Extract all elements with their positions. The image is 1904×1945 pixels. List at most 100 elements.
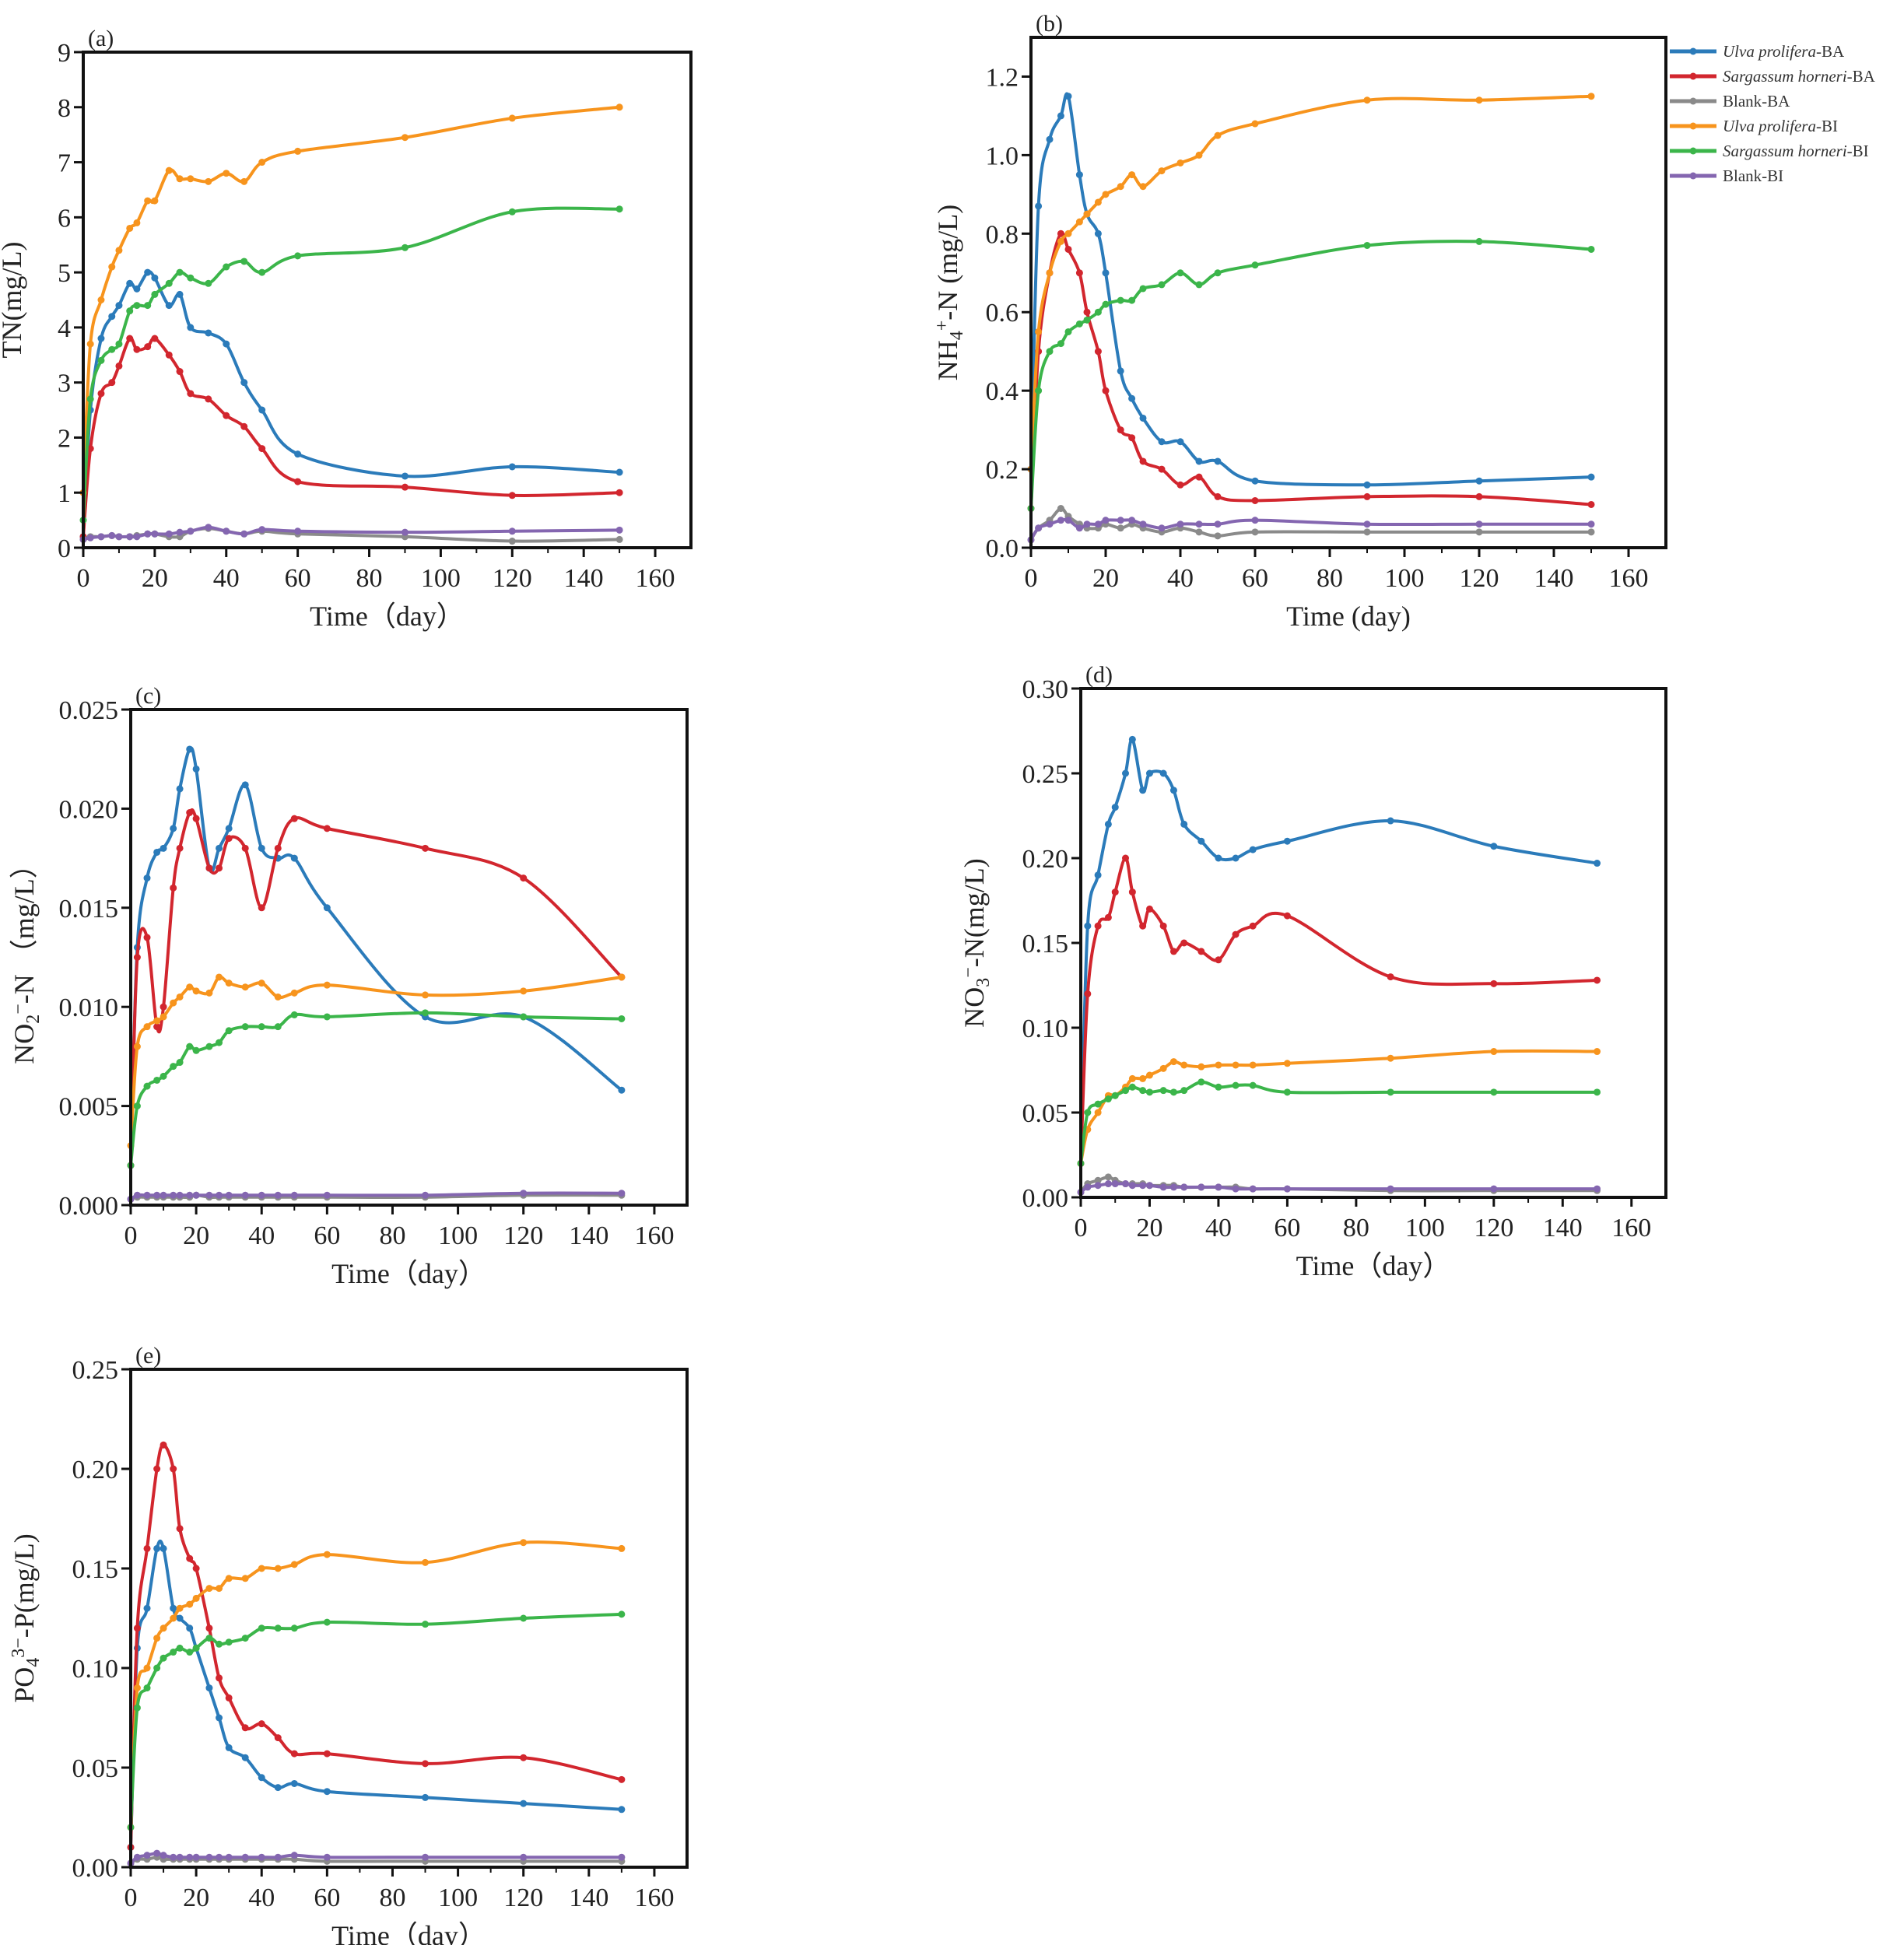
x-tick-label: 20 — [1092, 564, 1119, 593]
data-point — [258, 1774, 265, 1782]
data-point — [1104, 1173, 1112, 1181]
data-point — [1145, 1088, 1153, 1096]
data-point — [290, 1011, 298, 1018]
legend-label: Ulva prolifera-BI — [1723, 117, 1838, 135]
data-point — [143, 1604, 151, 1612]
data-point — [1057, 112, 1064, 120]
data-point — [290, 1191, 298, 1199]
data-point — [1064, 230, 1072, 237]
data-point — [1159, 1087, 1167, 1095]
data-point — [115, 340, 123, 348]
data-point — [216, 1039, 223, 1046]
data-point — [225, 1638, 233, 1646]
x-tick-label: 120 — [1474, 1214, 1513, 1242]
data-point — [1094, 230, 1102, 237]
data-point — [1046, 135, 1054, 143]
panel-label: (b) — [1036, 11, 1063, 37]
data-point — [225, 980, 233, 987]
data-point — [508, 463, 516, 471]
data-point — [165, 302, 173, 310]
data-point — [176, 528, 184, 536]
legend-label-suffix: -BA — [1847, 67, 1876, 86]
data-point — [258, 445, 266, 453]
chart-panel-a: 0 20 40 60 80 100 120 140 160 0 1 2 3 4 5 6 7 8 9 Time（day）… — [0, 26, 693, 632]
data-point — [1249, 1185, 1257, 1193]
legend-item: Ulva prolifera-BI — [1670, 117, 1838, 135]
data-point — [1035, 328, 1043, 335]
data-point — [176, 290, 184, 298]
y-tick-label: 0.05 — [72, 1754, 119, 1783]
data-point — [1046, 520, 1054, 528]
data-point — [160, 1654, 167, 1662]
data-point — [1128, 434, 1136, 442]
data-point — [1195, 457, 1203, 465]
data-point — [290, 1624, 298, 1632]
data-point — [151, 335, 159, 342]
legend-label-species: Sargassum horneri — [1723, 142, 1847, 160]
y-tick-label: 3 — [58, 370, 71, 398]
data-point — [143, 1023, 151, 1031]
y-axis-label-part: − — [9, 1004, 29, 1015]
data-point — [1128, 171, 1136, 179]
x-tick-label: 20 — [183, 1221, 209, 1250]
data-point — [108, 531, 116, 539]
data-point — [258, 1853, 265, 1861]
data-point — [1176, 269, 1184, 277]
x-tick-label: 60 — [285, 564, 311, 593]
series-line — [82, 206, 620, 520]
data-point — [187, 175, 195, 183]
legend-item: Blank-BI — [1670, 166, 1783, 185]
data-point — [144, 530, 152, 538]
data-point — [1057, 517, 1064, 524]
data-point — [1387, 1185, 1394, 1193]
chart-panel-e: 0 20 40 60 80 100 120 140 160 0.00 0.05 0.10 0.15 0.2… — [9, 1343, 689, 1945]
y-axis-label-part: NO — [959, 987, 990, 1028]
data-point — [133, 533, 141, 541]
data-point — [274, 993, 282, 1001]
data-point — [508, 114, 516, 122]
data-point — [401, 134, 409, 142]
data-point — [1064, 517, 1072, 524]
legend-label: Sargassum horneri-BA — [1723, 67, 1876, 86]
legend-marker — [1689, 147, 1697, 155]
data-point — [170, 884, 177, 892]
data-point — [1094, 198, 1102, 206]
data-point — [1035, 387, 1043, 394]
data-point — [1176, 481, 1184, 489]
data-point — [143, 1191, 151, 1199]
x-tick-label: 120 — [503, 1884, 543, 1912]
x-tick-label: 100 — [438, 1221, 478, 1250]
data-point — [1064, 328, 1072, 335]
data-point — [1117, 367, 1124, 375]
x-tick-label: 100 — [421, 564, 461, 593]
y-axis-label-part: 2 — [23, 1015, 44, 1024]
y-tick-label: 1.0 — [986, 142, 1019, 170]
data-point — [1128, 1074, 1136, 1082]
data-point — [520, 987, 528, 995]
series-blank-bi — [79, 524, 623, 543]
data-point — [240, 258, 248, 265]
data-point — [165, 166, 173, 174]
data-point — [1139, 457, 1147, 465]
data-point — [1180, 1061, 1188, 1069]
y-tick-label: 0.25 — [72, 1356, 119, 1385]
data-point — [422, 1009, 430, 1017]
data-point — [192, 1565, 200, 1572]
data-point — [133, 1102, 141, 1110]
data-point — [274, 844, 282, 852]
data-point — [240, 530, 248, 538]
data-point — [1283, 1060, 1291, 1067]
y-axis-label-part: 3− — [9, 1638, 29, 1658]
data-point — [133, 302, 141, 310]
series-sargassum-horneri-bi — [1077, 1078, 1601, 1167]
data-point — [1475, 96, 1483, 104]
data-point — [186, 1191, 194, 1199]
x-tick-label: 80 — [379, 1884, 405, 1912]
legend-item: Sargassum horneri-BI — [1670, 142, 1869, 160]
data-point — [1232, 1185, 1240, 1193]
data-point — [508, 208, 516, 216]
data-point — [520, 1539, 528, 1547]
data-point — [1363, 481, 1371, 489]
data-point — [1102, 517, 1110, 524]
